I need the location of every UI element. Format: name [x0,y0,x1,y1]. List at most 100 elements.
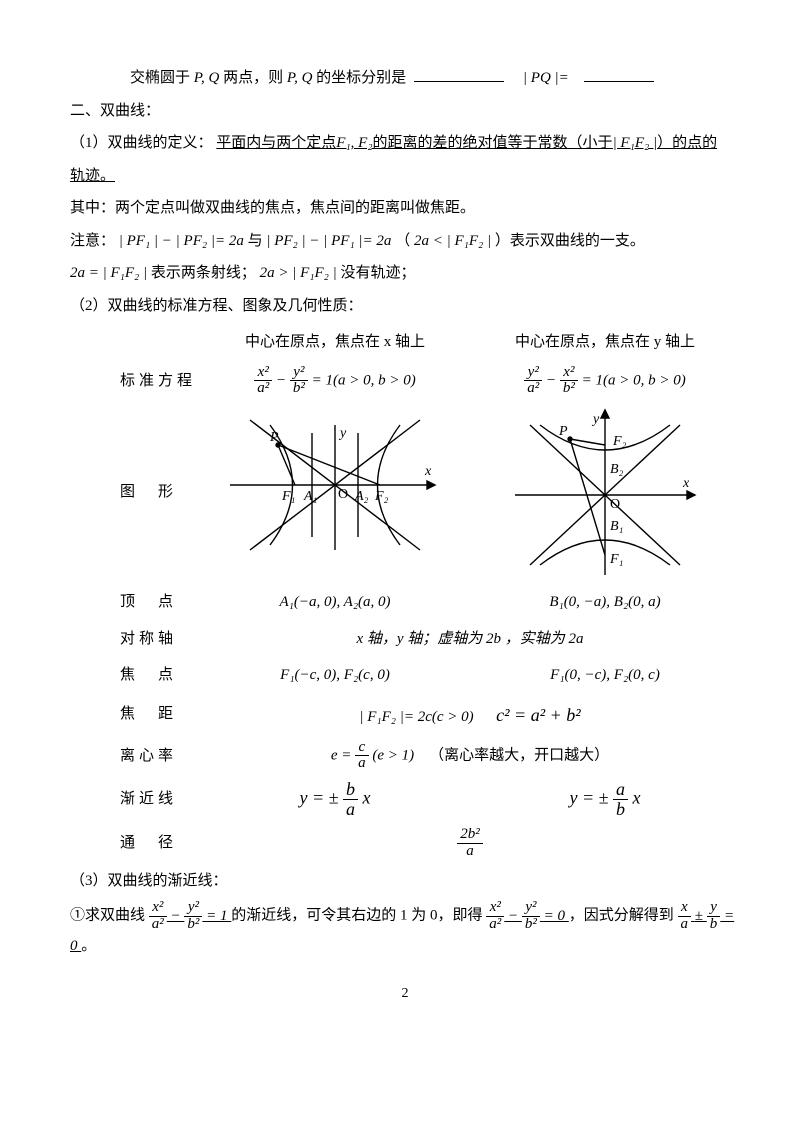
intro-line: 交椭圆于 P, Q 两点，则 P, Q 的坐标分别是 | PQ |= [70,64,740,93]
t: ）的点的 [657,135,717,151]
n: x [678,900,692,916]
axis-val: x 轴，y 轴；虚轴为 2b ，实轴为 2a [200,625,740,654]
eq-b: y²a² − x²b² = 1(a > 0, b > 0) [470,365,740,398]
d: b [613,799,628,819]
label-y: y [338,426,347,441]
d: a² [149,916,167,933]
eq5-txt: 没有轨迹； [341,265,416,281]
label-B2: B₂ [610,462,624,477]
v1: | F₁F₂ |= 2c(c > 0) [359,709,473,725]
and: 与 [248,233,263,249]
row-std-eq: 标准方程 x²a² − y²b² = 1(a > 0, b > 0) y²a² … [120,365,740,398]
paren-close-text: ）表示双曲线的一支。 [495,233,645,249]
d: b [707,916,721,933]
label-O: O [338,487,348,502]
label-ecc: 离心率 [120,742,200,771]
label-F2: F₂ [374,489,389,504]
row-ecc: 离心率 e = ca (e > 1) （离心率越大，开口越大） [120,740,740,773]
hyperbola-y-svg: P y x O F₂ F₁ B₂ B₁ [505,405,705,580]
row-focal: 焦 距 | F₁F₂ |= 2c(c > 0) c² = a² + b² [120,698,740,732]
row-figure: 图 形 [120,405,740,580]
n: y² [522,900,540,916]
ecc-val: e = ca (e > 1) （离心率越大，开口越大） [200,740,740,773]
label-vertex: 顶 点 [120,588,200,617]
eq: = 1 [206,908,227,924]
note-line-1: 注意： | PF₁ | − | PF₂ |= 2a 与 | PF₂ | − | … [70,227,740,256]
n: a [613,780,628,799]
frac1: x²a² − y²b² = 1 [149,908,232,924]
t: 平面内与两个定点 [216,135,336,151]
pre: e = [331,747,352,763]
t1: ①求双曲线 [70,908,145,924]
frac2: x²a² − y²b² = 0 [486,908,569,924]
post: (e > 1) [372,747,414,763]
n: x² [254,365,272,381]
pm: ± [695,908,703,924]
label-focal: 焦 距 [120,700,200,729]
label-x: x [424,464,432,479]
section-3-line: ①求双曲线 x²a² − y²b² = 1 的渐近线，可令其右边的 1 为 0，… [70,900,740,961]
eq: = 0 [544,908,565,924]
n: y² [290,365,308,381]
text: 的坐标分别是 [316,70,406,86]
figure-x-hyperbola: P y x O F₁ F₂ A₁ A₂ [200,405,470,580]
blank-dist [584,66,654,82]
n: 2b² [457,827,483,843]
definition-line-2: 轨迹。 [70,162,740,191]
note-line-2: 2a = | F₁F₂ | 表示两条射线； 2a > | F₁F₂ | 没有轨迹… [70,259,740,288]
label-focus: 焦 点 [120,661,200,690]
eq-a: x²a² − y²b² = 1(a > 0, b > 0) [200,365,470,398]
vertex-a: A₁(−a, 0), A₂(a, 0) [200,588,470,617]
eq1: | PF₁ | − | PF₂ |= 2a [119,233,244,249]
eq5: 2a > | F₁F₂ | [260,265,337,281]
n: x² [486,900,504,916]
colhead-x: 中心在原点，焦点在 x 轴上 [200,328,470,357]
d: a² [254,380,272,397]
eq4: 2a = | F₁F₂ | [70,265,147,281]
post: x [363,788,371,808]
n: y [707,900,721,916]
label-P: P [558,424,568,439]
t: 中心在原点，焦点在 x 轴上 [245,334,425,350]
n: y² [524,365,542,381]
t4: 。 [81,938,96,954]
def-label: （1）双曲线的定义： [70,135,213,151]
t: 中心在原点，焦点在 y 轴上 [515,334,695,350]
t: 的距离的差的绝对值等于常数（小于 [373,135,613,151]
d: b² [560,380,578,397]
d: a [343,799,358,819]
label-O: O [610,497,620,512]
d: a² [524,380,542,397]
m: F₁, F₂ [336,135,372,151]
pre: y = ± [299,788,338,808]
label-A2: A₂ [354,489,369,504]
eq4-txt: 表示两条射线； [151,265,256,281]
n: x² [149,900,167,916]
section-3-title: （3）双曲线的渐近线： [70,867,740,896]
post: x [633,788,641,808]
math-pq-dist: | PQ |= [523,70,569,86]
vertex-b: B₁(0, −a), B₂(0, a) [470,588,740,617]
eq2: | PF₂ | − | PF₁ |= 2a [266,233,391,249]
eq3: 2a < | F₁F₂ | [414,233,491,249]
label-latus: 通 径 [120,829,200,858]
label-y: y [591,412,600,427]
label-F1: F₁ [281,489,295,504]
section-2-title: 二、双曲线： [70,97,740,126]
pre: y = ± [569,788,608,808]
label-asym: 渐近线 [120,785,200,814]
label-F2: F₂ [612,434,627,449]
txt: （离心率越大，开口越大） [429,747,609,763]
n: x² [560,365,578,381]
t: x 轴，y 轴；虚轴为 2b ，实轴为 2a [356,631,583,647]
row-vertex: 顶 点 A₁(−a, 0), A₂(a, 0) B₁(0, −a), B₂(0,… [120,588,740,617]
def-tail: 轨迹。 [70,168,115,184]
definition-line-1: （1）双曲线的定义： 平面内与两个定点F₁, F₂的距离的差的绝对值等于常数（小… [70,129,740,158]
focus-a: F₁(−c, 0), F₂(c, 0) [200,661,470,690]
t2: 的渐近线，可令其右边的 1 为 0，即得 [231,908,482,924]
asym-a: y = ± ba x [200,780,470,819]
row-axis: 对称轴 x 轴，y 轴；虚轴为 2b ，实轴为 2a [120,625,740,654]
n: b [343,780,358,799]
colhead-y: 中心在原点，焦点在 y 轴上 [470,328,740,357]
latus-val: 2b²a [200,827,740,860]
